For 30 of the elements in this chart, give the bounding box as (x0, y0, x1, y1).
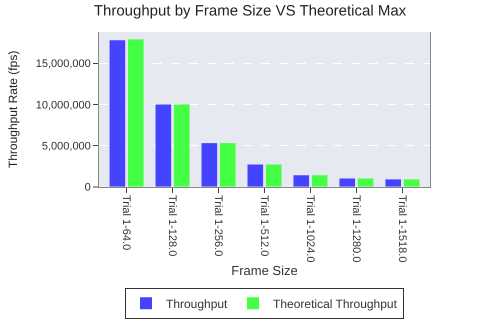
bar (220, 143, 236, 187)
x-tick-label: Trial 1-1024.0 (304, 194, 316, 262)
x-tick-label: Trial 1-1518.0 (396, 194, 408, 262)
bar (404, 179, 420, 187)
bar (293, 175, 310, 187)
chart-title: Throughput by Frame Size VS Theoretical Max (94, 2, 407, 20)
bar (385, 179, 402, 187)
bar (110, 40, 126, 187)
bar (128, 39, 144, 187)
y-tick-label: 15,000,000 (36, 58, 91, 70)
x-tick-label: Trial 1-256.0 (212, 194, 224, 256)
legend-label: Throughput (166, 296, 228, 311)
bar (156, 104, 172, 187)
x-tick-label: Trial 1-1280.0 (350, 194, 362, 262)
x-axis-title: Frame Size (231, 263, 298, 278)
x-tick-label: Trial 1-64.0 (120, 194, 132, 250)
bar (358, 178, 374, 187)
bar (339, 178, 356, 187)
bar (174, 104, 190, 187)
x-tick-label: Trial 1-128.0 (166, 194, 178, 256)
y-tick-label: 10,000,000 (36, 99, 91, 112)
bar (312, 175, 328, 187)
y-axis-title: Throughput Rate (fps) (6, 50, 20, 168)
y-tick-label: 0 (84, 182, 91, 194)
bar (266, 164, 282, 187)
bar (247, 164, 264, 187)
bar (202, 143, 218, 187)
x-tick-label: Trial 1-512.0 (258, 194, 270, 256)
legend-label: Theoretical Throughput (273, 296, 398, 311)
y-tick-label: 5,000,000 (42, 140, 91, 152)
